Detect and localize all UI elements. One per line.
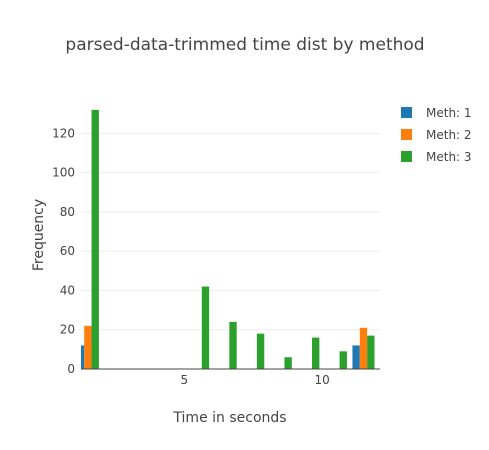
bar-meth-1 [81,345,85,369]
x-tick-label: 5 [181,373,189,387]
bar-meth-3 [284,357,292,369]
chart-title: parsed-data-trimmed time dist by method [65,35,424,55]
legend[interactable]: Meth: 1 Meth: 2 Meth: 3 [401,106,472,164]
legend-swatch[interactable] [401,129,412,140]
y-axis-title: Frequency [31,199,47,271]
y-tick-label: 60 [60,244,75,258]
y-tick-label: 120 [52,126,75,140]
x-axis-title: Time in seconds [172,410,286,426]
legend-label[interactable]: Meth: 2 [426,128,472,142]
legend-swatch[interactable] [401,151,412,162]
bar-meth-3 [312,337,320,369]
legend-label[interactable]: Meth: 1 [426,106,472,120]
y-tick-label: 100 [52,166,75,180]
bar-meth-3 [229,321,237,369]
bar-meth-2 [84,325,92,369]
bar-meth-3 [91,109,99,370]
bar-meth-1 [352,345,360,369]
axes-layer: 0 20 40 60 80 100 120 5 10 [52,126,380,387]
y-tick-label: 20 [60,323,75,337]
y-tick-label: 80 [60,205,75,219]
legend-label[interactable]: Meth: 3 [426,150,472,164]
y-tick-label: 0 [67,362,75,376]
bar-meth-3 [367,335,375,369]
y-tick-label: 40 [60,283,75,297]
grid-layer [81,132,380,331]
bars-layer [81,109,375,370]
x-tick-label: 10 [314,373,329,387]
bar-meth-3 [201,286,210,369]
legend-swatch[interactable] [401,107,412,118]
bar-meth-3 [256,333,265,369]
bar-meth-2 [359,327,368,369]
bar-meth-3 [339,351,347,369]
